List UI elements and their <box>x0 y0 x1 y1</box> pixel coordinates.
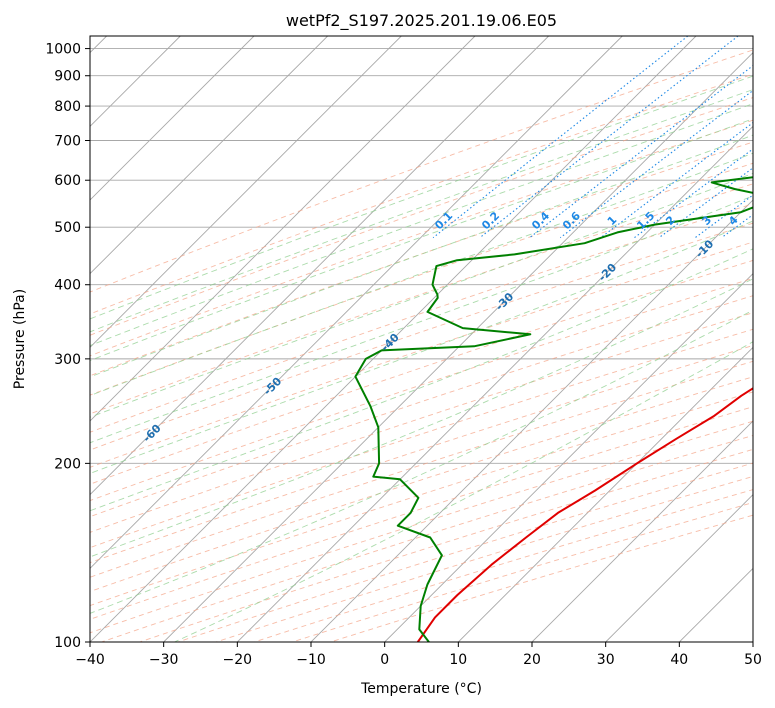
isotherm-line <box>90 36 328 275</box>
isotherm-line <box>384 273 753 642</box>
mixing-ratio-label: 2 <box>663 213 678 228</box>
x-tick-label: −30 <box>149 652 179 668</box>
isotherm-label: -20 <box>596 261 619 284</box>
dry-adiabat-line <box>90 277 753 502</box>
moist-adiabat-line <box>90 278 753 558</box>
mixing-ratio-line <box>432 36 689 239</box>
isotherm-line <box>679 567 753 642</box>
y-tick-label: 300 <box>54 352 81 368</box>
y-tick-label: 100 <box>54 635 81 651</box>
dry-adiabat-line <box>90 295 753 518</box>
moist-adiabat-line <box>90 195 753 444</box>
isotherm-label: -70 <box>23 465 46 488</box>
plot-frame <box>89 35 754 643</box>
x-tick-label: 20 <box>523 652 541 668</box>
isotherm-label: -30 <box>493 290 516 313</box>
dry-adiabat-line <box>90 391 753 607</box>
isotherm-line <box>605 494 753 642</box>
x-tick-label: 0 <box>380 652 389 668</box>
mixing-ratio-line <box>633 148 753 239</box>
moist-adiabat-line <box>90 248 753 512</box>
y-tick-label: 200 <box>54 456 81 472</box>
isotherm-line <box>752 641 753 642</box>
dry-adiabat-line <box>90 420 753 634</box>
moist-adiabat-line <box>90 152 753 397</box>
mixing-ratio-label: 0.6 <box>560 209 583 232</box>
x-tick-label: −10 <box>296 652 326 668</box>
dry-adiabat-line <box>90 328 753 549</box>
dry-adiabat-line <box>90 73 753 315</box>
mixing-ratio-line <box>658 167 753 239</box>
background-lines <box>90 36 775 642</box>
isotherm-line <box>90 36 549 496</box>
mixing-ratio-label: 0.1 <box>432 209 455 232</box>
y-tick-label: 1000 <box>45 42 81 58</box>
moist-adiabat-line <box>90 103 753 347</box>
x-axis-label: Temperature (°C) <box>360 681 482 697</box>
moist-adiabat-line <box>90 89 753 333</box>
y-axis: 100 200 300 400 500 600 700 800 900 1000 <box>45 42 90 651</box>
mixing-ratio-line <box>694 194 753 239</box>
y-axis-label: Pressure (hPa) <box>12 289 28 389</box>
mixing-ratio-line <box>600 121 753 239</box>
isotherm-line <box>90 36 255 201</box>
y-tick-label: 900 <box>54 69 81 85</box>
mixing-ratio-label: 0.4 <box>529 209 552 232</box>
moist-adiabat-line <box>90 172 753 418</box>
x-tick-label: 10 <box>449 652 467 668</box>
x-tick-label: 30 <box>597 652 615 668</box>
isotherm-line <box>458 346 753 642</box>
isotherm-label: -10 <box>693 237 716 260</box>
dry-adiabat-line <box>90 141 753 377</box>
dry-adiabat-line <box>90 97 753 336</box>
isotherm-line <box>90 36 402 348</box>
mixing-ratio-label: 0.2 <box>479 209 502 232</box>
dewpoint-line <box>354 176 753 642</box>
mixing-ratio-label: 4 <box>726 213 741 228</box>
moist-adiabat-line <box>90 118 753 362</box>
x-tick-label: 50 <box>744 652 762 668</box>
y-tick-label: 700 <box>54 134 81 150</box>
dry-adiabat-line <box>292 502 753 642</box>
dry-adiabat-line <box>90 241 753 468</box>
x-axis: −40 −30 −20 −10 0 10 20 30 40 50 <box>75 642 762 668</box>
mixing-ratio-label: 6 <box>765 213 775 228</box>
dry-adiabat-line <box>254 489 753 642</box>
sounding-lines <box>354 176 753 642</box>
isotherm-line <box>90 36 697 642</box>
mixing-ratio-label: 1 <box>605 213 620 228</box>
dry-adiabat-line <box>177 462 753 642</box>
y-tick-label: 800 <box>54 99 81 115</box>
temperature-line <box>416 387 753 642</box>
mixing-ratio-line <box>721 214 753 239</box>
mixing-ratio-line <box>760 36 775 238</box>
isotherm-line <box>90 36 476 422</box>
dry-adiabat-line <box>90 162 753 396</box>
y-tick-label: 400 <box>54 278 81 294</box>
mixing-ratio-line <box>479 36 739 239</box>
y-tick-label: 600 <box>54 173 81 189</box>
isotherm-label: -50 <box>261 374 284 397</box>
dry-adiabat-line <box>330 514 753 642</box>
mixing-ratio-line <box>529 64 753 239</box>
isotherm-line <box>163 52 753 642</box>
chart-title: wetPf2_S197.2025.201.19.06.E05 <box>286 11 557 31</box>
dry-adiabat-line <box>215 475 753 642</box>
y-tick-label: 500 <box>54 220 81 236</box>
x-tick-label: −20 <box>223 652 253 668</box>
isotherm-line <box>237 125 753 642</box>
dry-adiabat-line <box>90 360 753 578</box>
isotherm-line <box>90 36 623 569</box>
x-tick-label: 40 <box>670 652 688 668</box>
mixing-ratio-line <box>559 89 753 239</box>
x-tick-label: −40 <box>75 652 105 668</box>
moist-adiabat-line <box>174 341 753 642</box>
isotherm-line <box>531 420 753 642</box>
dry-adiabat-line <box>90 222 753 451</box>
dry-adiabat-line <box>139 448 753 642</box>
dry-adiabat-line <box>90 49 753 293</box>
